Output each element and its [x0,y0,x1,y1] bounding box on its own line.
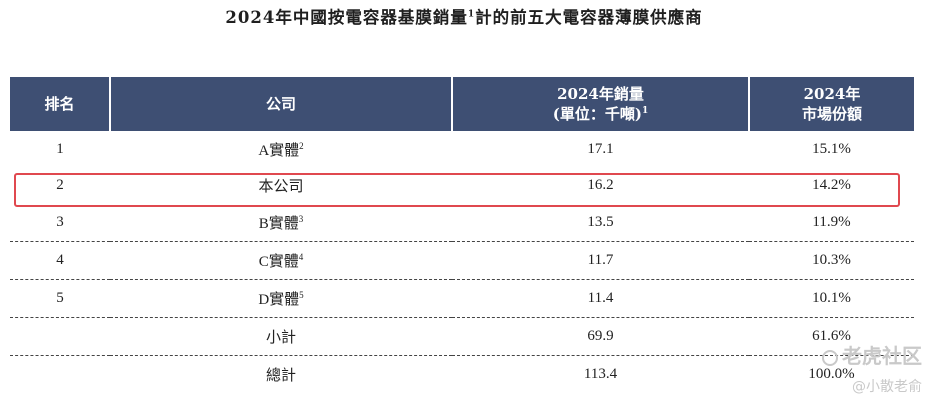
table-row: 1 A實體2 17.1 15.1% [10,131,914,167]
sales-cell: 17.1 [452,131,749,167]
share-cell: 10.3% [749,242,914,280]
share-cell: 11.9% [749,204,914,242]
table-row: 5 D實體5 11.4 10.1% [10,280,914,318]
total-row: 總計 113.4 100.0% [10,356,914,394]
company-cell: A實體2 [110,131,452,167]
share-cell: 10.1% [749,280,914,318]
watermark-tiger-community: 老虎社区 [822,340,922,369]
sales-cell: 69.9 [452,318,749,356]
sales-cell: 11.7 [452,242,749,280]
sales-cell: 11.4 [452,280,749,318]
rank-cell [10,318,110,356]
company-cell: C實體4 [110,242,452,280]
rank-cell: 3 [10,204,110,242]
company-cell: B實體3 [110,204,452,242]
header-market-share: 2024年市場份額 [749,77,914,131]
tiger-logo-icon [822,350,838,366]
page-title: 2024年中國按電容器基膜銷量1計的前五大電容器薄膜供應商 [0,4,928,28]
rank-cell: 5 [10,280,110,318]
rank-cell: 4 [10,242,110,280]
sales-cell: 13.5 [452,204,749,242]
sales-cell: 113.4 [452,356,749,394]
subtotal-row: 小計 69.9 61.6% [10,318,914,356]
share-cell: 15.1% [749,131,914,167]
supplier-ranking-table: 排名 公司 2024年銷量(單位：千噸)1 2024年市場份額 1 A實體2 1… [10,77,914,393]
table-row: 4 C實體4 11.7 10.3% [10,242,914,280]
rank-cell [10,356,110,394]
watermark-author: @小散老俞 [852,376,922,396]
highlight-box [14,173,900,207]
header-rank: 排名 [10,77,110,131]
rank-cell: 1 [10,131,110,167]
table-row: 3 B實體3 13.5 11.9% [10,204,914,242]
header-company: 公司 [110,77,452,131]
company-cell: 小計 [110,318,452,356]
header-sales: 2024年銷量(單位：千噸)1 [452,77,749,131]
company-cell: D實體5 [110,280,452,318]
company-cell: 總計 [110,356,452,394]
table-header-row: 排名 公司 2024年銷量(單位：千噸)1 2024年市場份額 [10,77,914,131]
